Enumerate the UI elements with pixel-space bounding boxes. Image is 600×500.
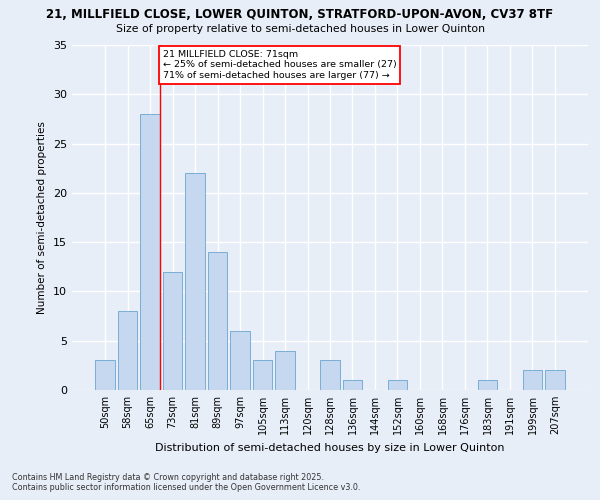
Y-axis label: Number of semi-detached properties: Number of semi-detached properties [37,121,47,314]
Bar [275,350,295,390]
Text: Contains HM Land Registry data © Crown copyright and database right 2025.
Contai: Contains HM Land Registry data © Crown c… [12,473,361,492]
Text: 21, MILLFIELD CLOSE, LOWER QUINTON, STRATFORD-UPON-AVON, CV37 8TF: 21, MILLFIELD CLOSE, LOWER QUINTON, STRA… [46,8,554,20]
Bar [208,252,227,390]
Bar [343,380,362,390]
Text: 21 MILLFIELD CLOSE: 71sqm
← 25% of semi-detached houses are smaller (27)
71% of : 21 MILLFIELD CLOSE: 71sqm ← 25% of semi-… [163,50,397,80]
Bar [320,360,340,390]
Bar [545,370,565,390]
Bar [118,311,137,390]
Text: Size of property relative to semi-detached houses in Lower Quinton: Size of property relative to semi-detach… [115,24,485,34]
Bar [388,380,407,390]
Bar [253,360,272,390]
X-axis label: Distribution of semi-detached houses by size in Lower Quinton: Distribution of semi-detached houses by … [155,442,505,452]
Bar [140,114,160,390]
Bar [523,370,542,390]
Bar [95,360,115,390]
Bar [230,331,250,390]
Bar [478,380,497,390]
Bar [185,173,205,390]
Bar [163,272,182,390]
